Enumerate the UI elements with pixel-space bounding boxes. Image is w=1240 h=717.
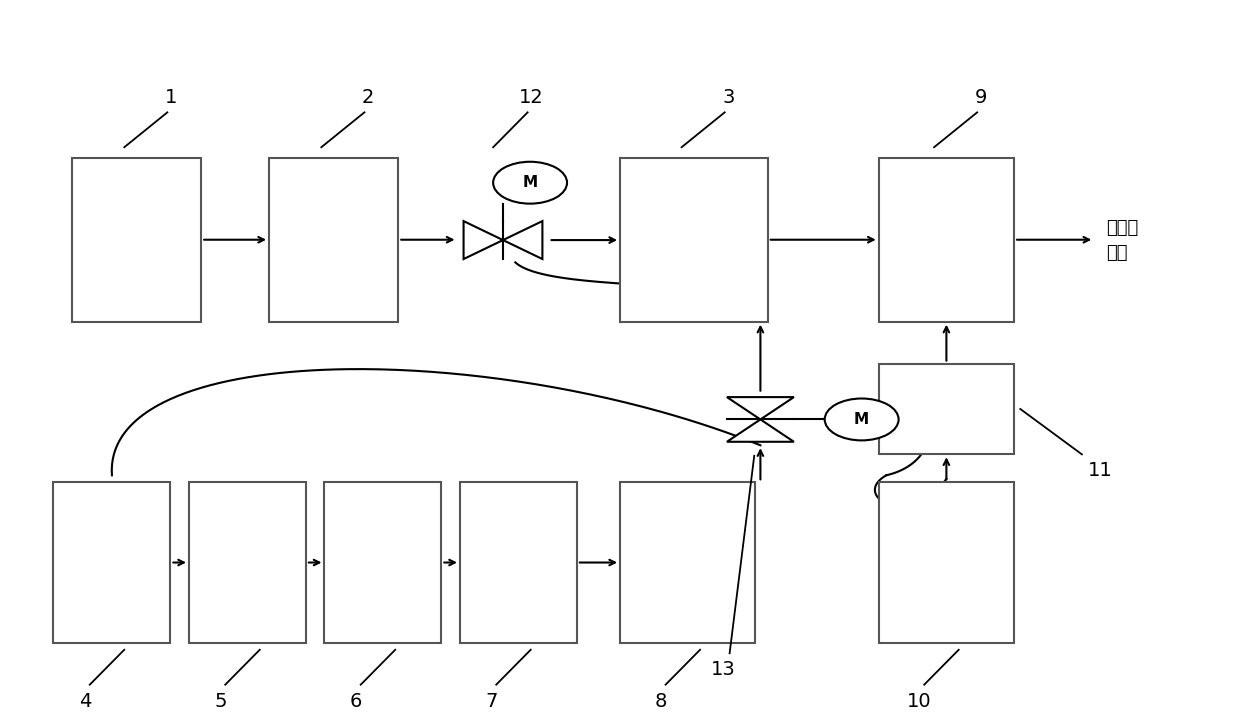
Circle shape xyxy=(494,162,567,204)
Text: 7: 7 xyxy=(485,692,497,711)
Text: 11: 11 xyxy=(1087,461,1112,480)
Text: M: M xyxy=(854,412,869,427)
Text: 9: 9 xyxy=(975,87,987,107)
Text: 12: 12 xyxy=(520,87,543,107)
FancyBboxPatch shape xyxy=(269,158,398,322)
Text: 13: 13 xyxy=(711,660,735,679)
Text: M: M xyxy=(522,175,538,190)
Polygon shape xyxy=(503,221,542,259)
Text: 6: 6 xyxy=(350,692,362,711)
FancyBboxPatch shape xyxy=(188,483,306,642)
Text: 2: 2 xyxy=(362,87,374,107)
FancyBboxPatch shape xyxy=(620,483,755,642)
Text: 3: 3 xyxy=(722,87,734,107)
Text: 4: 4 xyxy=(78,692,91,711)
Polygon shape xyxy=(464,221,503,259)
FancyBboxPatch shape xyxy=(620,158,768,322)
FancyBboxPatch shape xyxy=(879,364,1014,455)
Text: 8: 8 xyxy=(655,692,667,711)
FancyBboxPatch shape xyxy=(72,158,201,322)
Text: 1: 1 xyxy=(165,87,177,107)
FancyBboxPatch shape xyxy=(460,483,577,642)
Polygon shape xyxy=(727,419,794,442)
Text: 内燃机
气缸: 内燃机 气缸 xyxy=(1106,219,1138,262)
Text: 5: 5 xyxy=(215,692,227,711)
FancyBboxPatch shape xyxy=(879,483,1014,642)
FancyBboxPatch shape xyxy=(325,483,441,642)
Text: 10: 10 xyxy=(906,692,931,711)
Polygon shape xyxy=(727,397,794,419)
Circle shape xyxy=(825,399,899,440)
FancyBboxPatch shape xyxy=(879,158,1014,322)
FancyBboxPatch shape xyxy=(53,483,170,642)
